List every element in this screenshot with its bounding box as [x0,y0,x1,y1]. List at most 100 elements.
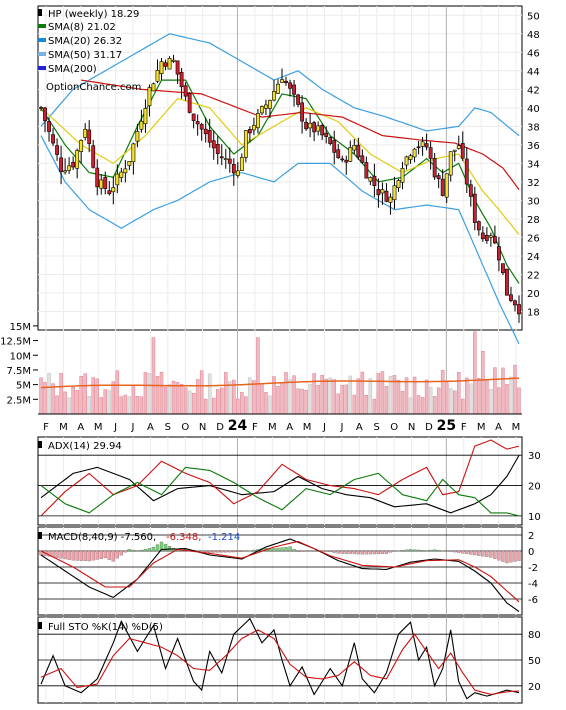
volume-bar [224,372,228,415]
macd-histogram-bar [127,548,132,552]
candle-body [235,170,240,176]
x-tick-label: D [425,422,433,433]
volume-bar [444,382,449,415]
volume-bar [489,389,493,415]
candle-body [211,140,216,149]
volume-bar [131,384,136,415]
price-legend: HP (weekly) 18.29 SMA(8) 21.02 SMA(20) 26.… [38,9,141,93]
macd-histogram-bar [404,549,409,552]
adx-series-di [40,466,520,517]
macd-histogram-bar [352,550,356,555]
candle [416,140,421,155]
candle [75,148,80,179]
candle [95,159,100,196]
macd-histogram-bar [228,550,232,553]
volume-bar [264,392,268,415]
candle-body [324,132,329,137]
x-tick-label: D [216,422,224,433]
candle-body [328,137,333,144]
volume-bar [517,387,521,415]
candle-body [468,184,473,197]
volume-tick-label: 2.5M [6,395,31,406]
candle [99,174,104,195]
volume-bar [159,372,164,415]
candle-body [191,113,196,121]
candle [360,149,365,164]
x-tick-label: O [181,422,189,433]
candle [71,156,76,171]
candle [203,117,208,143]
macd-histogram-bar [99,550,103,559]
price-tick-label: 36 [527,141,540,152]
volume-bar [477,377,481,415]
candle [227,147,232,173]
candle [215,136,220,165]
candle [412,147,417,163]
macd-histogram-bar [312,550,316,552]
macd-histogram-bar [428,549,433,552]
candle-body [171,59,176,62]
volume-bar [143,372,148,415]
volume-bar [372,398,377,415]
macd-histogram-bar [288,546,292,552]
candle [428,141,433,170]
candle [191,113,196,129]
volume-bar [195,379,200,415]
candle-body [480,232,485,240]
candle [320,123,325,141]
volume-bar [400,391,405,415]
candle-body [284,80,288,84]
candle [505,268,509,296]
chart-title: HP (weekly) 18.29 [48,9,139,20]
macd-histogram-bar [477,550,481,556]
candle-body [509,294,513,301]
macd-histogram-bar [441,550,445,552]
candle-body [167,58,172,70]
candle [276,79,280,94]
candle [143,99,148,133]
candle-body [223,158,228,160]
macd-histogram-bar [461,550,465,554]
macd-histogram-bar [300,550,304,552]
volume-bar [424,379,429,415]
volume-bar [469,383,473,415]
candle [396,178,401,192]
candle [67,157,72,174]
candle [384,183,389,203]
volume-bar [244,396,248,415]
candle-body [119,171,124,178]
candle [492,225,497,245]
candle-body [55,145,59,155]
volume-bar [436,387,441,415]
macd-histogram-bar [131,549,136,552]
macd-histogram-bar [200,550,204,552]
candle [211,130,216,160]
candle-body [464,158,469,185]
macd-histogram-bar [75,550,79,561]
legend-swatch [38,66,46,70]
candle [139,109,144,133]
macd-histogram-bar [392,550,397,552]
candle [460,131,465,162]
candle-body [87,129,92,145]
sto-panel-tick-label: 50 [528,656,541,667]
volume-tick-label: 12.5M [0,337,31,348]
candle-body [332,140,337,153]
candle-body [260,106,264,114]
x-tick-label: F [43,422,49,433]
legend-swatch [38,52,46,56]
sto-title: Full STO %K(14) %D(5) [48,622,163,633]
volume-bar [220,387,224,415]
candle [43,106,47,133]
candle-body [115,173,120,186]
candle [268,99,272,119]
macd-histogram-bar [119,550,123,556]
macd-histogram-bar [59,550,63,559]
volume-bar [288,379,292,415]
legend-label: SMA(50) 31.17 [48,50,122,61]
title-bar-icon [38,9,42,16]
macd-histogram-bar [348,550,352,554]
legend-label: SMA(200) [48,64,97,75]
bollinger-lower-band [40,135,520,345]
candle-body [207,130,212,143]
